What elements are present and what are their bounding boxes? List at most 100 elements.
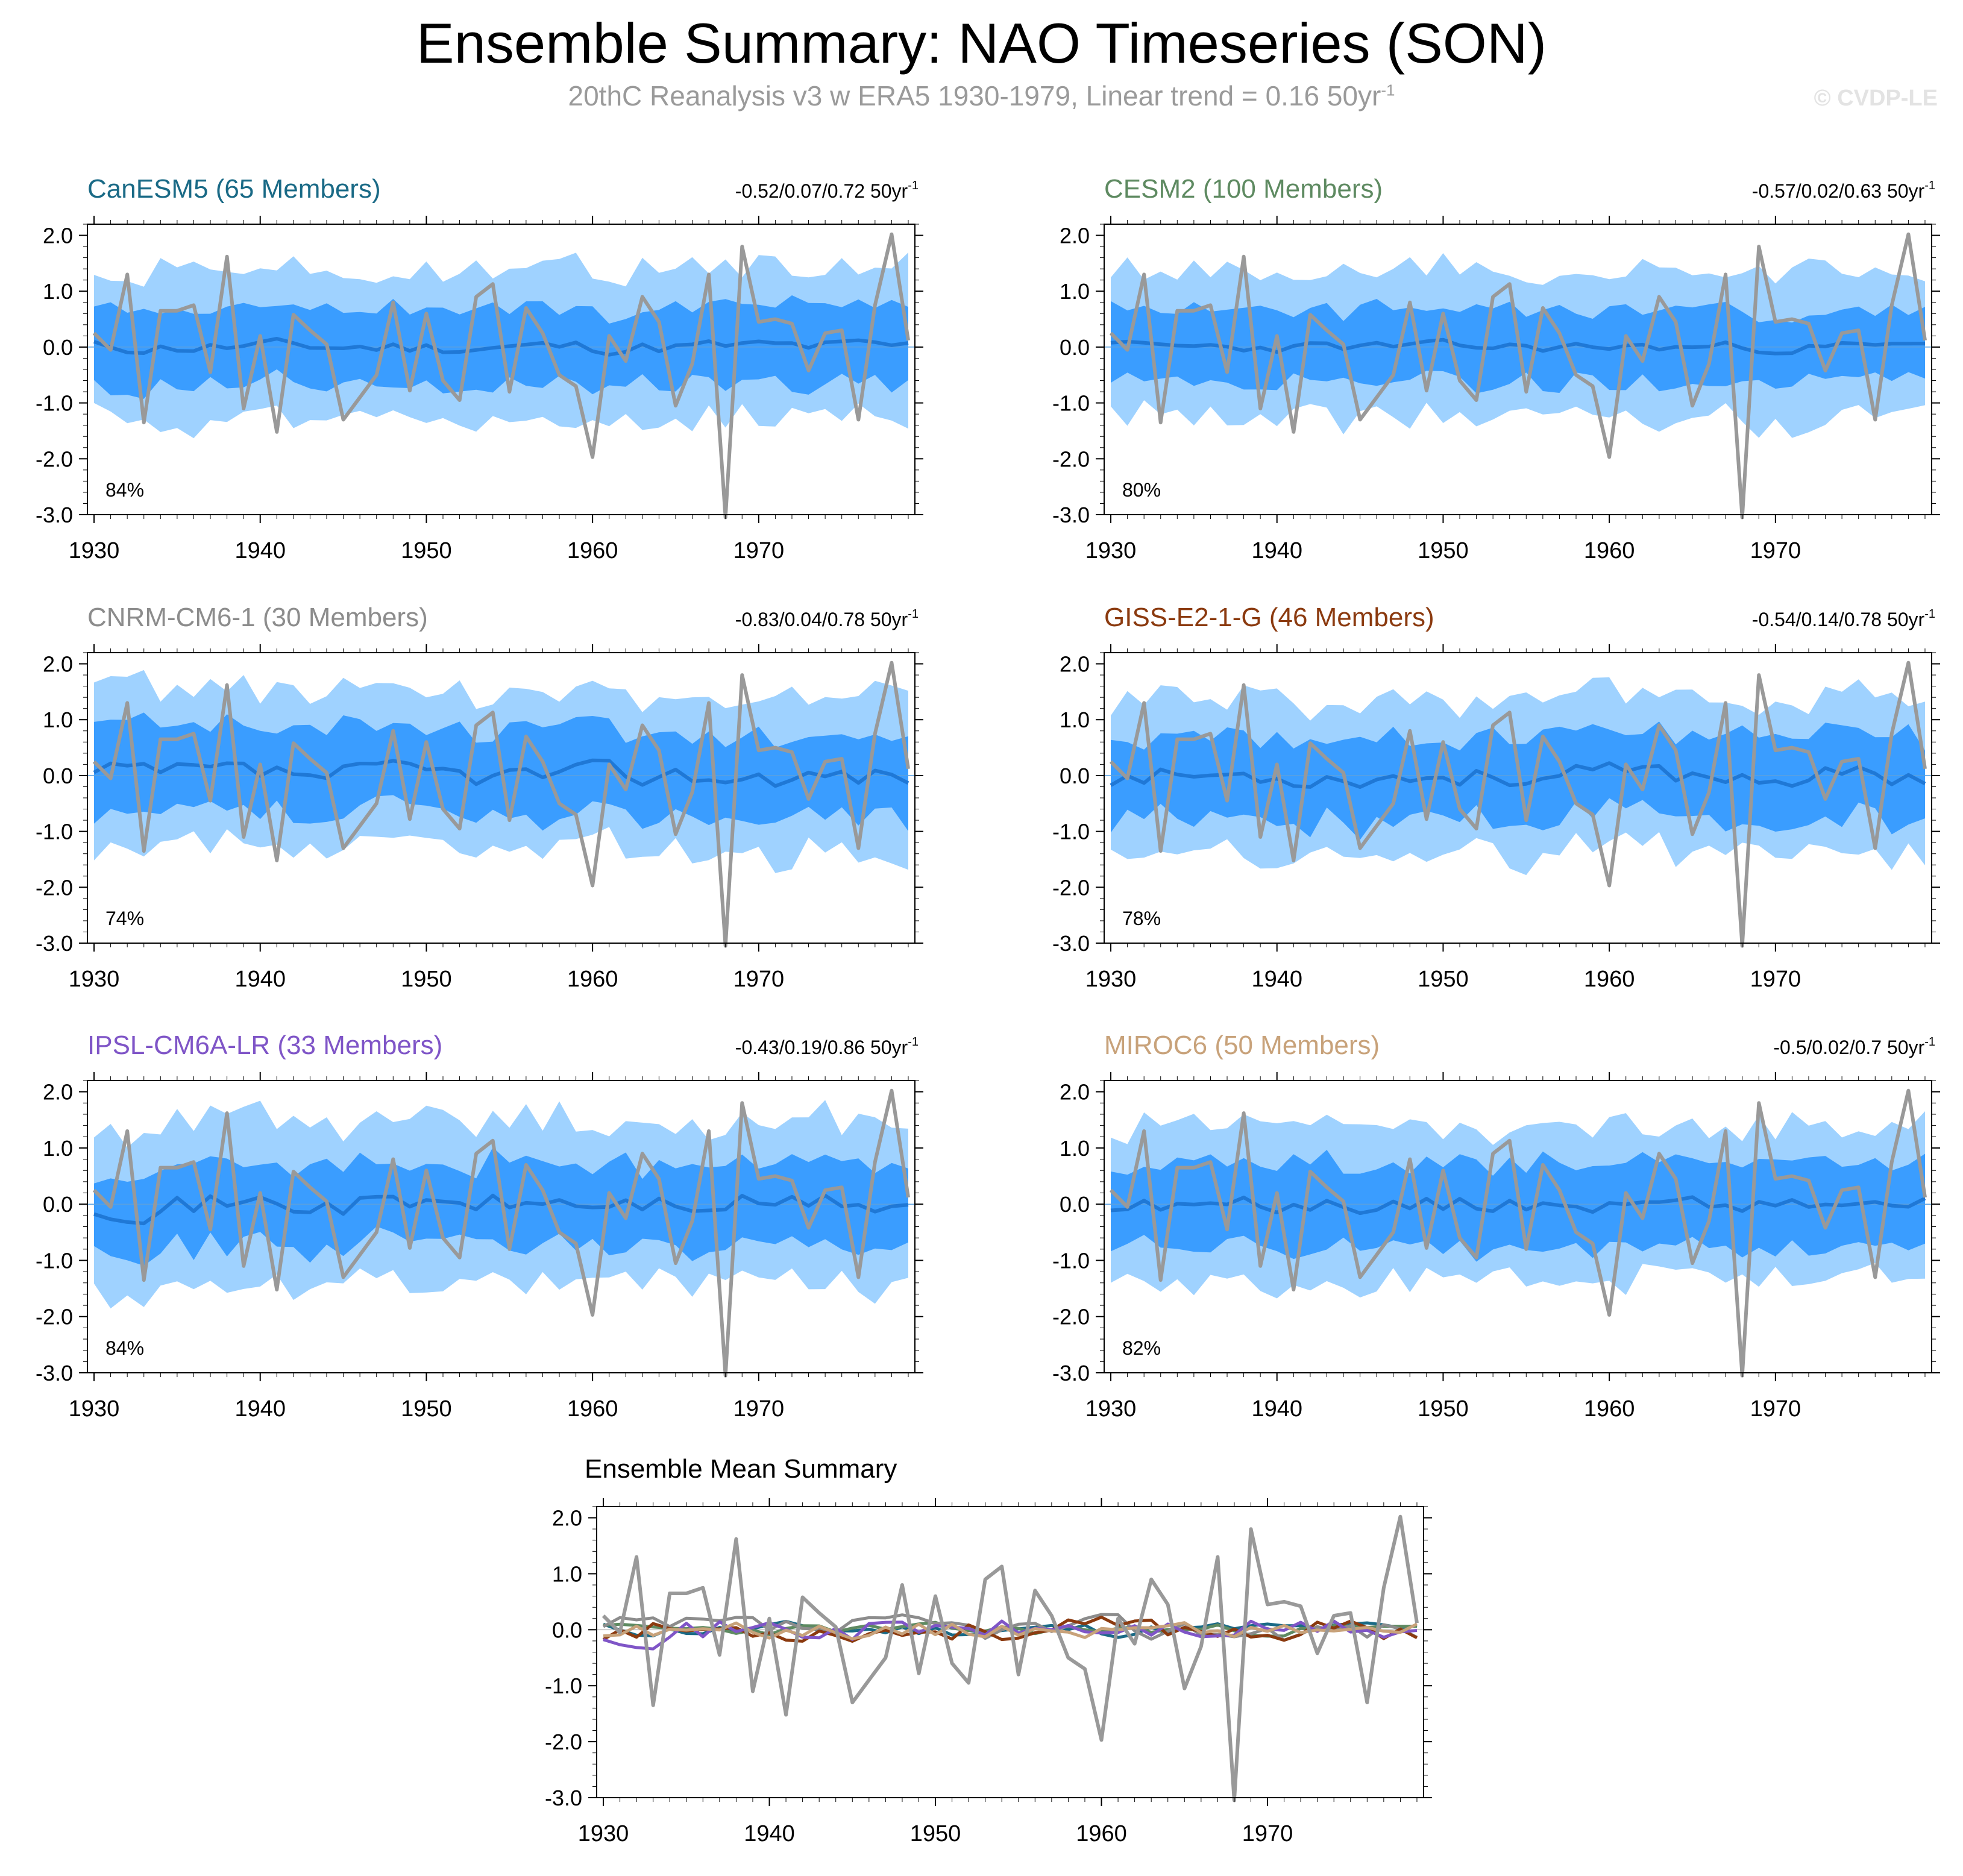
y-tick-label: -2.0	[1052, 1305, 1090, 1329]
trend-label: -0.5/0.02/0.7 50yr-1	[1773, 1035, 1935, 1058]
trend-superscript: -1	[1924, 607, 1935, 621]
inner-spread-band	[1111, 721, 1925, 840]
y-tick-label: 0.0	[43, 335, 73, 360]
y-tick-label: 2.0	[43, 652, 73, 677]
y-tick-label: 0.0	[1060, 335, 1090, 360]
x-tick-label: 1960	[1076, 1821, 1127, 1846]
percent-label: 82%	[1122, 1337, 1161, 1359]
trend-superscript: -1	[908, 1035, 919, 1049]
x-tick-label: 1950	[1418, 967, 1469, 992]
panel-title: Ensemble Mean Summary	[585, 1454, 897, 1484]
y-tick-label: -1.0	[36, 391, 73, 416]
panel-canesm5: 2.0 1.0 0.0 -1.0 -2.0 -3.0 1930 1940 1950 1960 197…	[36, 174, 923, 563]
y-tick-label: -1.0	[545, 1674, 582, 1698]
x-tick-label: 1950	[401, 967, 452, 992]
y-tick-label: 1.0	[552, 1561, 582, 1586]
panel-title: MIROC6 (50 Members)	[1104, 1031, 1380, 1060]
y-tick-label: -3.0	[36, 503, 73, 527]
trend-value: -0.54/0.14/0.78 50yr	[1752, 609, 1925, 630]
trend-superscript: -1	[908, 179, 919, 192]
page-subtitle: 20thC Reanalysis v3 w ERA5 1930-1979, Li…	[0, 80, 1963, 112]
x-tick-label: 1930	[69, 538, 120, 563]
x-tick-label: 1930	[1085, 967, 1137, 992]
y-tick-label: 0.0	[552, 1617, 582, 1642]
ensemble-mean-line	[1110, 761, 1926, 789]
trend-value: -0.52/0.07/0.72 50yr	[735, 180, 908, 202]
x-tick-label: 1930	[1085, 1396, 1137, 1422]
y-tick-label: -3.0	[1052, 931, 1090, 956]
y-tick-label: -2.0	[1052, 875, 1090, 900]
y-tick-label: -2.0	[36, 875, 73, 900]
x-tick-label: 1960	[567, 1396, 618, 1422]
y-tick-label: 2.0	[43, 224, 73, 248]
y-tick-label: 0.0	[43, 764, 73, 788]
y-tick-label: 0.0	[1060, 1192, 1090, 1217]
x-tick-label: 1970	[1750, 1396, 1801, 1422]
x-tick-label: 1930	[578, 1821, 629, 1846]
x-tick-label: 1970	[733, 1396, 785, 1422]
panel-cnrm: 2.0 1.0 0.0 -1.0 -2.0 -3.0 1930 1940 1950 1960 197…	[36, 603, 923, 992]
y-tick-label: -3.0	[1052, 1361, 1090, 1385]
y-tick-label: -2.0	[36, 447, 73, 471]
observed-line	[1109, 1088, 1927, 1378]
trend-label: -0.57/0.02/0.63 50yr-1	[1752, 179, 1935, 202]
trend-label: -0.83/0.04/0.78 50yr-1	[735, 607, 919, 630]
x-tick-label: 1940	[234, 967, 286, 992]
y-tick-label: -1.0	[1052, 391, 1090, 416]
trend-value: -0.83/0.04/0.78 50yr	[735, 609, 908, 630]
x-tick-label: 1950	[401, 1396, 452, 1422]
trend-superscript: -1	[1924, 179, 1935, 192]
x-tick-label: 1940	[234, 1396, 286, 1422]
y-tick-label: -1.0	[36, 820, 73, 844]
observed-line	[92, 660, 910, 948]
x-tick-label: 1950	[1418, 1396, 1469, 1422]
page-title: Ensemble Summary: NAO Timeseries (SON)	[416, 11, 1547, 75]
y-tick-label: -2.0	[545, 1730, 582, 1754]
y-tick-label: 2.0	[1060, 652, 1090, 677]
trend-value: -0.43/0.19/0.86 50yr	[735, 1037, 908, 1058]
panel-ipsl: 2.0 1.0 0.0 -1.0 -2.0 -3.0 1930 1940 1950 1960 197…	[36, 1031, 923, 1422]
y-tick-label: 2.0	[43, 1080, 73, 1105]
panel-title: GISS-E2-1-G (46 Members)	[1104, 603, 1434, 632]
y-tick-label: -1.0	[36, 1248, 73, 1273]
panel-title: IPSL-CM6A-LR (33 Members)	[87, 1031, 442, 1060]
x-tick-label: 1960	[1584, 967, 1635, 992]
x-tick-label: 1930	[69, 1396, 120, 1422]
percent-label: 74%	[105, 908, 144, 929]
y-tick-label: -2.0	[1052, 447, 1090, 471]
x-tick-label: 1950	[1418, 538, 1469, 563]
y-tick-label: -2.0	[36, 1305, 73, 1329]
panel-title: CNRM-CM6-1 (30 Members)	[87, 603, 428, 632]
watermark: © CVDP-LE	[1814, 86, 1938, 111]
trend-superscript: -1	[1924, 1035, 1935, 1049]
panel-giss: 2.0 1.0 0.0 -1.0 -2.0 -3.0 1930 1940 1950 1960 197…	[1052, 603, 1940, 992]
percent-label: 84%	[105, 1337, 144, 1359]
x-tick-label: 1960	[567, 538, 618, 563]
y-tick-label: -3.0	[1052, 503, 1090, 527]
percent-label: 78%	[1122, 908, 1161, 929]
trend-label: -0.43/0.19/0.86 50yr-1	[735, 1035, 919, 1058]
panel-ensemble-mean: 2.0 1.0 0.0 -1.0 -2.0 -3.0 1930 1940 1950 1960 197…	[545, 1454, 1432, 1846]
x-tick-label: 1970	[733, 967, 785, 992]
x-tick-label: 1970	[1750, 967, 1801, 992]
x-tick-label: 1940	[744, 1821, 795, 1846]
y-tick-label: 0.0	[43, 1192, 73, 1217]
y-tick-label: -3.0	[545, 1786, 582, 1810]
y-tick-label: 2.0	[1060, 1080, 1090, 1105]
panel-cesm2: 2.0 1.0 0.0 -1.0 -2.0 -3.0 1930 1940 1950 1960 197…	[1052, 174, 1940, 563]
x-tick-label: 1940	[234, 538, 286, 563]
x-tick-label: 1940	[1251, 538, 1302, 563]
subtitle-superscript: -1	[1381, 81, 1395, 99]
subtitle-text: 20thC Reanalysis v3 w ERA5 1930-1979, Li…	[568, 80, 1381, 111]
y-tick-label: 1.0	[43, 1136, 73, 1161]
x-tick-label: 1950	[910, 1821, 961, 1846]
x-tick-label: 1950	[401, 538, 452, 563]
observed-line	[1109, 660, 1927, 948]
y-tick-label: -1.0	[1052, 1248, 1090, 1273]
percent-label: 84%	[105, 479, 144, 501]
series-line-giss-e2-1-g	[602, 1616, 1418, 1643]
x-tick-label: 1940	[1251, 967, 1302, 992]
x-tick-label: 1970	[1242, 1821, 1293, 1846]
y-tick-label: 1.0	[43, 707, 73, 732]
